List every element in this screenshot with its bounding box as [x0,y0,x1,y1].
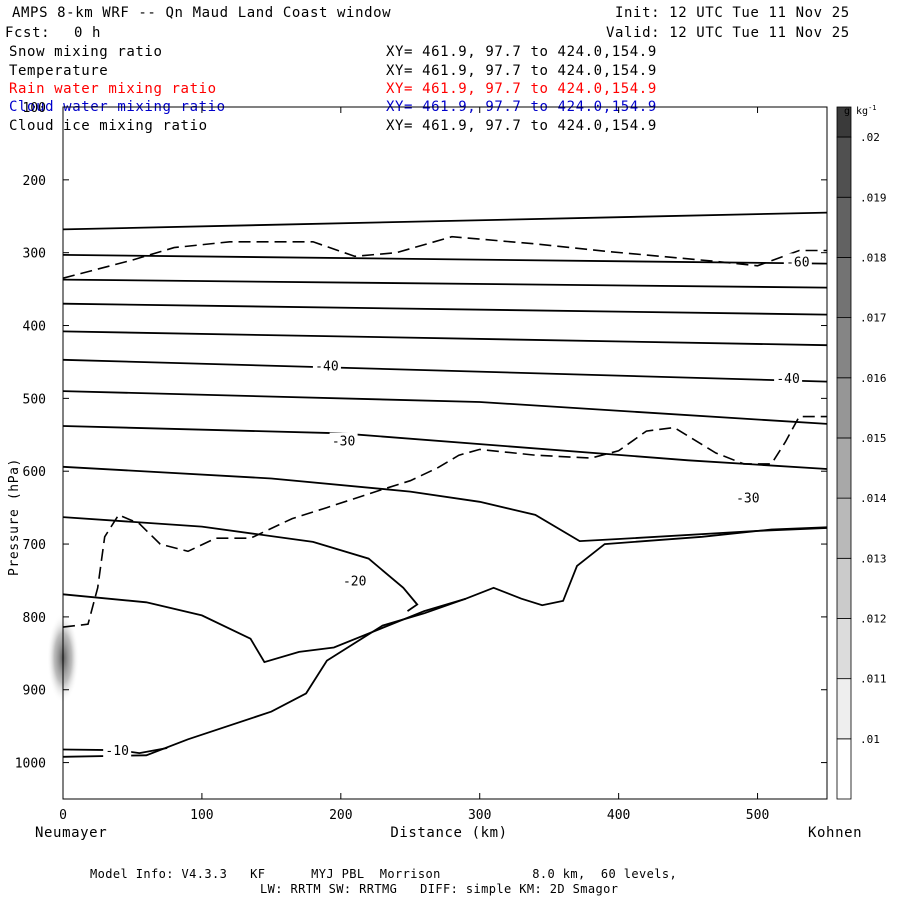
y-tick-label: 900 [23,684,46,699]
isotherm-line-10 [62,593,467,664]
snow-contour [62,415,827,628]
isotherm-line-3 [62,302,828,316]
isotherm-line-7 [62,425,828,470]
colorbar-label: .018 [860,251,887,264]
colorbar-label: .014 [860,492,887,505]
forecast-label: Fcst: [5,25,51,41]
isotherm-label-bg [312,357,341,373]
isotherm-line-0 [62,211,828,231]
field-name-cloud-ice: Cloud ice mixing ratio [9,118,208,134]
isotherm-label: -30 [332,435,355,450]
colorbar: .01 .011 .012 .013 .014 .015 .016 .017 .018 .019.… [836,106,887,800]
isotherm-line-5 [62,358,828,383]
isotherm-line-4 [62,330,828,347]
field-xy-snow: XY= 461.9, 97.7 to 424.0,154.9 [386,44,657,60]
y-tick-label: 300 [23,247,46,262]
x-tick-label: 400 [607,808,630,823]
isotherm-line-8 [62,465,828,543]
colorbar-label: .019 [860,191,887,204]
isotherm-label: -30 [736,491,759,506]
left-endpoint-label: Neumayer [35,825,107,841]
x-tick-label: 300 [468,808,491,823]
colorbar-label: .02 [860,131,880,144]
isotherm-line-1 [62,254,828,265]
init-time: Init: 12 UTC Tue 11 Nov 25 [615,5,850,21]
model-info-line2: LW: RRTM SW: RRTMG DIFF: simple KM: 2D S… [260,882,619,896]
isotherm-label-bg [774,369,803,385]
y-tick-label: 400 [23,320,46,335]
isotherm-line-6 [62,390,828,425]
colorbar-box [836,377,852,439]
plot-frame [62,106,828,800]
distance-axis-label: Distance (km) [390,825,507,841]
y-tick-label: 800 [23,611,46,626]
valid-time: Valid: 12 UTC Tue 11 Nov 25 [606,25,850,41]
y-tick-label: 700 [23,538,46,553]
isotherm-line-2 [62,278,828,289]
colorbar-label: .01 [860,733,880,746]
colorbar-box [836,257,852,319]
isotherm-label: -20 [343,574,366,589]
isotherm-line-9 [62,516,419,612]
isotherm-label: -40 [776,372,799,387]
isotherm-label-bg [783,253,812,269]
y-tick-label: 200 [23,174,46,189]
pressure-axis-label: Pressure (hPa) [7,458,22,576]
x-tick-label: 200 [329,808,352,823]
isotherm-label: -60 [786,255,809,270]
field-name-snow: Snow mixing ratio [9,44,163,60]
x-tick-label: 500 [746,808,769,823]
y-tick-label: 100 [23,101,46,116]
right-endpoint-label: Kohnen [808,825,862,841]
field-name-rain: Rain water mixing ratio [9,81,217,97]
colorbar-box [836,317,852,379]
colorbar-unit-label: g kg-1 [844,104,877,117]
x-tick-label: 0 [59,808,67,823]
isotherm-label: -40 [315,360,338,375]
cloud-ice-contour [62,235,827,279]
isotherm-label: -10 [105,744,128,759]
colorbar-label: .012 [860,612,887,625]
terrain-line [62,526,828,758]
colorbar-label: .016 [860,372,887,385]
colorbar-label: .015 [860,432,887,445]
colorbar-box [836,136,852,198]
isotherm-label-bg [340,572,369,588]
colorbar-label: .013 [860,552,887,565]
map-title: AMPS 8-km WRF -- Qn Maud Land Coast wind… [12,5,392,21]
field-xy-temperature: XY= 461.9, 97.7 to 424.0,154.9 [386,63,657,79]
x-tick-label: 100 [190,808,213,823]
model-info-line1: Model Info: V4.3.3 KF MYJ PBL Morrison 8… [90,867,678,881]
field-name-temperature: Temperature [9,63,109,79]
y-tick-label: 1000 [15,757,46,772]
colorbar-box [836,618,852,680]
colorbar-box [836,497,852,559]
colorbar-box [836,557,852,619]
colorbar-box [836,738,852,800]
forecast-hour: 0 h [74,25,102,41]
colorbar-label: .011 [860,673,887,686]
field-xy-cloud-ice: XY= 461.9, 97.7 to 424.0,154.9 [386,118,657,134]
isotherm-label-bg [329,432,358,448]
colorbar-box [836,678,852,740]
y-tick-label: 500 [23,392,46,407]
colorbar-label: .017 [860,312,887,325]
colorbar-box [836,196,852,258]
colorbar-box [836,437,852,499]
isotherm-label-bg [733,489,762,505]
y-tick-label: 600 [23,465,46,480]
isotherm-label-bg [103,742,132,758]
field-xy-rain: XY= 461.9, 97.7 to 424.0,154.9 [386,81,657,97]
